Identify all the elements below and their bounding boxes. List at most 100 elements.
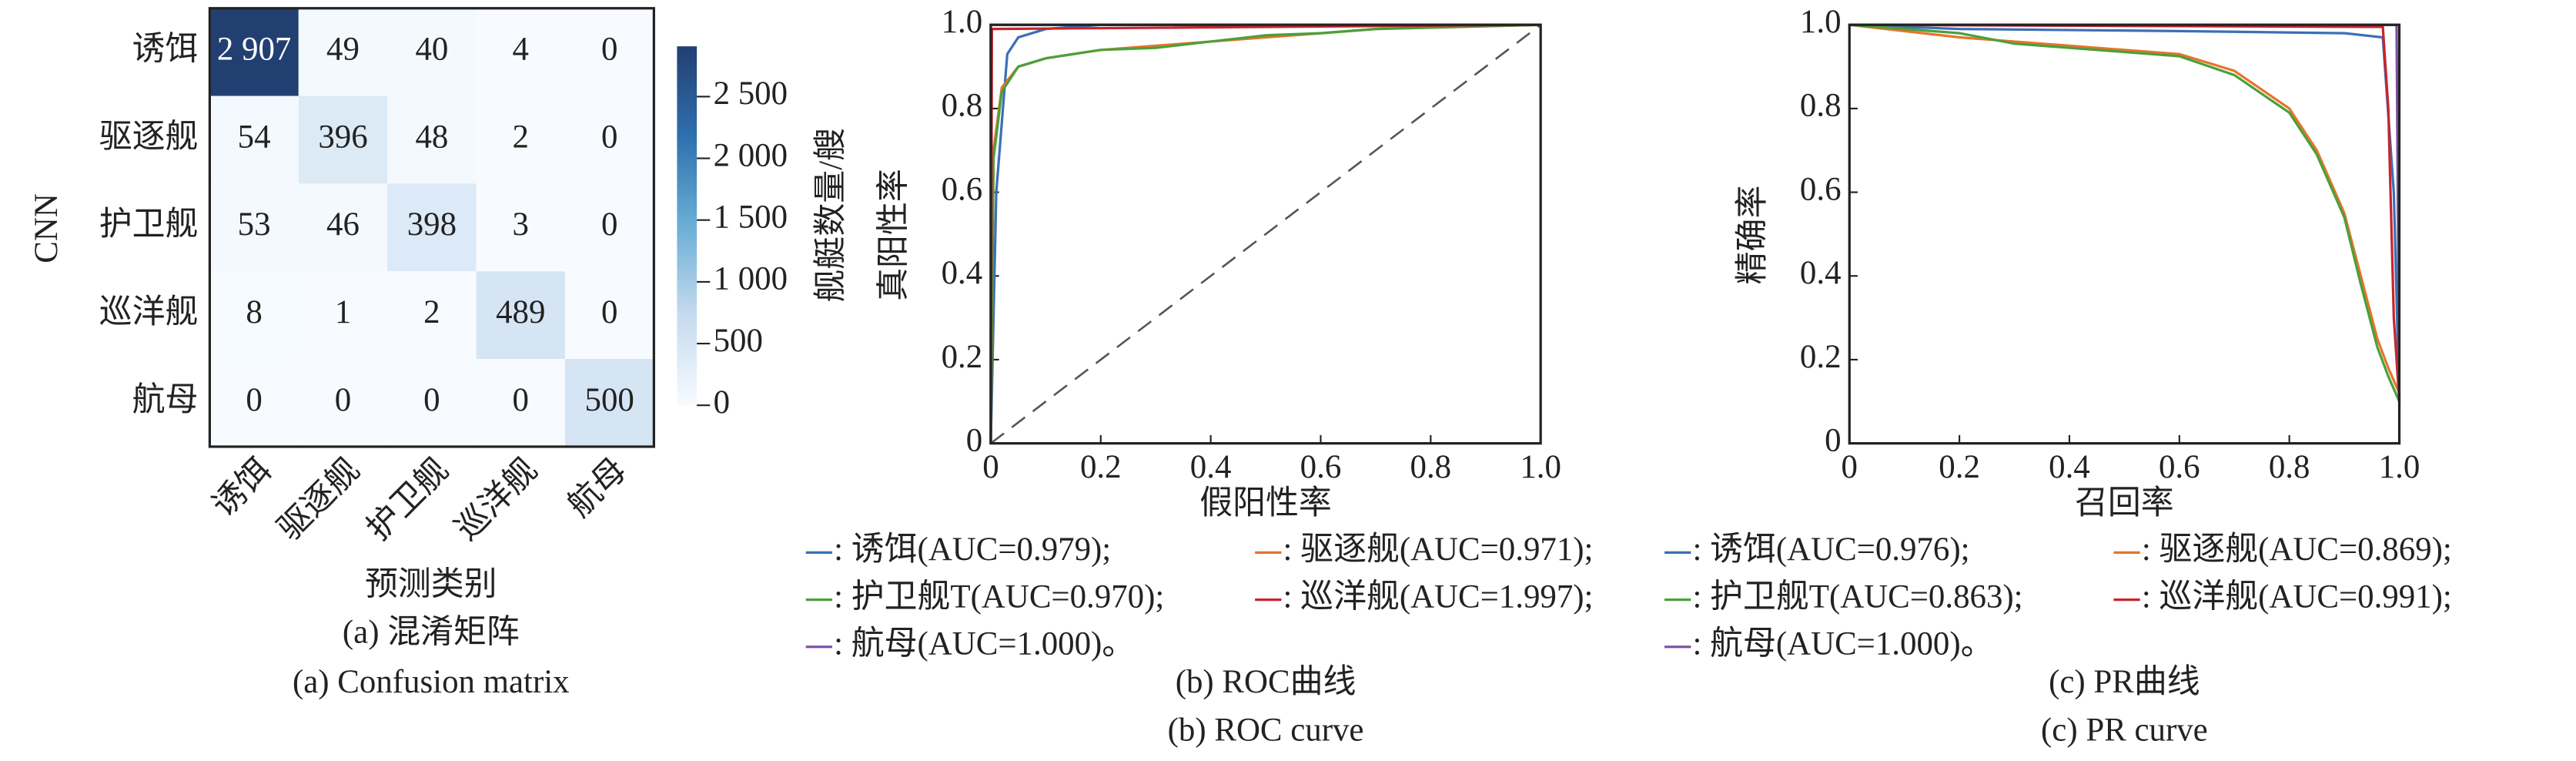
x-tick-label: 0 bbox=[982, 449, 999, 485]
heatmap-cell bbox=[476, 183, 565, 272]
colorbar-tick-label: 0 bbox=[714, 384, 730, 421]
colorbar bbox=[677, 46, 698, 406]
x-tick-label: 0.4 bbox=[2049, 449, 2090, 485]
cell-label: 0 bbox=[246, 382, 262, 418]
x-axis-label: 假阳性率 bbox=[1199, 484, 1332, 521]
cell-label: 40 bbox=[415, 31, 448, 67]
heatmap-cell bbox=[476, 8, 565, 96]
roc-curve bbox=[1849, 23, 2400, 402]
heatmap-cell bbox=[476, 271, 565, 360]
cell-label: 53 bbox=[238, 206, 271, 243]
reference-diagonal bbox=[990, 24, 1541, 444]
plot-frame bbox=[1848, 23, 2401, 445]
heatmap-cell bbox=[387, 8, 477, 96]
y-tick-label: 0 bbox=[1825, 422, 1841, 458]
caption: (c) PR curve bbox=[2041, 712, 2208, 748]
x-tick-label: 0.2 bbox=[1939, 449, 1980, 485]
x-axis-label: 召回率 bbox=[2075, 484, 2174, 521]
x-tick-label: 驱逐舰 bbox=[271, 451, 366, 547]
y-tick-label: 0.4 bbox=[942, 255, 983, 291]
x-tick-label: 巡洋舰 bbox=[449, 451, 544, 547]
cell-label: 2 907 bbox=[217, 31, 291, 67]
cell-label: 0 bbox=[601, 206, 617, 243]
x-tick-label: 护卫舰 bbox=[360, 451, 456, 547]
y-tick-label: 0.6 bbox=[942, 171, 983, 207]
cell-label: 500 bbox=[585, 382, 634, 418]
caption: (b) ROC curve bbox=[1168, 712, 1364, 748]
heatmap-cell bbox=[209, 8, 299, 96]
x-tick-label: 0.8 bbox=[2269, 449, 2310, 485]
cell-label: 49 bbox=[326, 31, 360, 67]
cell-label: 0 bbox=[601, 119, 617, 155]
y-tick-label: 驱逐舰 bbox=[99, 119, 199, 155]
legend-label: : 护卫舰T(AUC=0.863); bbox=[1692, 578, 2022, 615]
heatmap-cell bbox=[298, 183, 388, 272]
roc-curve bbox=[1849, 23, 2401, 402]
y-tick-label: 1.0 bbox=[942, 4, 983, 40]
heatmap-cell bbox=[209, 96, 299, 184]
colorbar-label: 舰艇数量/艘 bbox=[813, 128, 849, 303]
cell-label: 3 bbox=[513, 206, 529, 243]
x-tick-label: 0 bbox=[1842, 449, 1858, 485]
cell-label: 46 bbox=[326, 206, 360, 243]
heatmap-cell bbox=[564, 359, 654, 447]
caption: (b) ROC曲线 bbox=[1176, 664, 1357, 700]
legend-label: : 航母(AUC=1.000)。 bbox=[1692, 625, 1993, 662]
legend-label: : 驱逐舰(AUC=0.869); bbox=[2142, 531, 2452, 568]
colorbar-tick-label: 1 000 bbox=[714, 261, 788, 297]
heatmap-cell bbox=[387, 183, 477, 272]
colorbar-tick-label: 500 bbox=[714, 323, 763, 359]
cell-label: 0 bbox=[513, 382, 529, 418]
y-tick-label: 0.4 bbox=[1800, 255, 1842, 291]
cell-label: 1 bbox=[335, 294, 351, 330]
y-tick-label: 0.8 bbox=[942, 88, 983, 124]
legend-label: : 航母(AUC=1.000)。 bbox=[834, 625, 1135, 662]
roc-curve bbox=[1849, 23, 2400, 394]
roc-curve bbox=[1849, 23, 2401, 402]
heatmap-cell bbox=[298, 271, 388, 360]
heatmap-cell bbox=[298, 96, 388, 184]
roc-curve bbox=[1849, 23, 2401, 402]
x-tick-label: 0.2 bbox=[1080, 449, 1122, 485]
x-tick-label: 航母 bbox=[560, 451, 634, 525]
colorbar-tick-label: 2 500 bbox=[714, 75, 788, 112]
y-tick-label: 护卫舰 bbox=[99, 206, 199, 243]
cell-label: 2 bbox=[513, 119, 529, 155]
x-axis-label: 预测类别 bbox=[365, 566, 497, 602]
cell-label: 0 bbox=[601, 31, 617, 67]
x-tick-label: 0.6 bbox=[1300, 449, 1342, 485]
x-tick-label: 诱饵 bbox=[206, 451, 278, 524]
cell-label: 398 bbox=[407, 206, 457, 243]
cell-label: 2 bbox=[423, 294, 440, 330]
x-tick-label: 0.8 bbox=[1410, 449, 1452, 485]
caption: (a) Confusion matrix bbox=[293, 664, 570, 700]
caption: (c) PR曲线 bbox=[2049, 664, 2200, 700]
cell-label: 489 bbox=[496, 294, 545, 330]
y-tick-label: 1.0 bbox=[1800, 4, 1842, 40]
y-tick-label: 0.2 bbox=[942, 339, 983, 375]
heatmap-cell bbox=[387, 359, 477, 447]
heatmap-cell bbox=[298, 359, 388, 447]
heatmap-cell bbox=[564, 271, 654, 360]
heatmap-cell bbox=[209, 359, 299, 447]
heatmap-cell bbox=[476, 359, 565, 447]
heatmap-cell bbox=[209, 183, 299, 272]
plot-frame bbox=[989, 23, 1542, 445]
legend-label: : 诱饵(AUC=0.979); bbox=[834, 531, 1111, 568]
y-axis-label: CNN bbox=[28, 193, 65, 263]
cell-label: 0 bbox=[423, 382, 440, 418]
cell-label: 0 bbox=[335, 382, 351, 418]
y-tick-label: 0.6 bbox=[1800, 171, 1842, 207]
legend-label: : 巡洋舰(AUC=1.997); bbox=[1283, 578, 1594, 615]
cell-label: 396 bbox=[318, 119, 367, 155]
cell-label: 54 bbox=[238, 119, 271, 155]
y-tick-label: 航母 bbox=[132, 381, 199, 418]
heatmap-cell bbox=[387, 271, 477, 360]
heatmap-cell bbox=[387, 96, 477, 184]
y-tick-label: 诱饵 bbox=[132, 31, 199, 67]
cell-label: 4 bbox=[513, 31, 529, 67]
heatmap-cell bbox=[564, 96, 654, 184]
y-tick-label: 0.2 bbox=[1800, 339, 1842, 375]
heatmap-cell bbox=[564, 8, 654, 96]
cell-label: 8 bbox=[246, 294, 262, 330]
